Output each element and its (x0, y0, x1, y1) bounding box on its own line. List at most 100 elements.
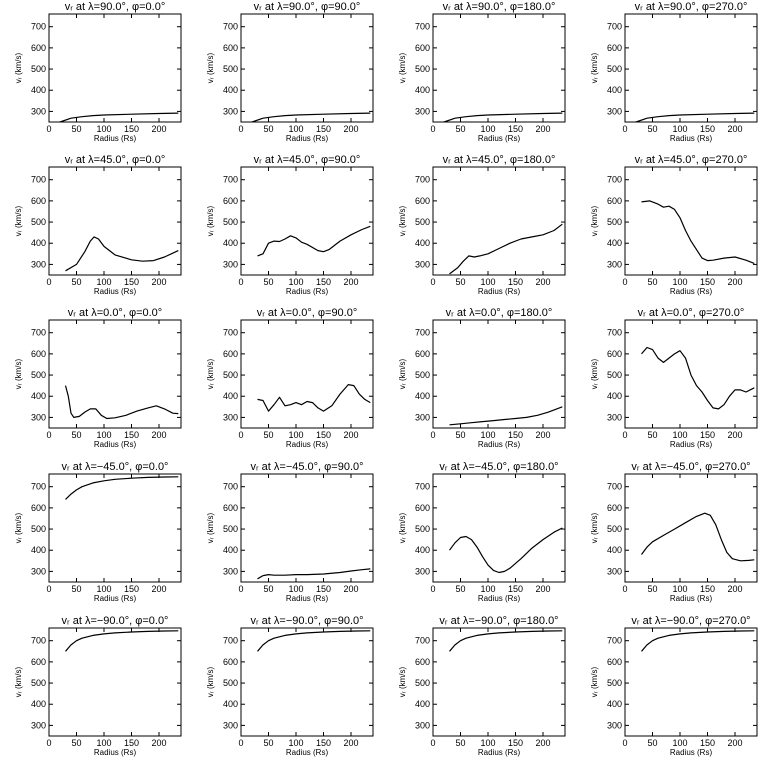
x-axis-label: Radius (Rs) (286, 748, 329, 757)
y-tick-label: 300 (223, 566, 238, 576)
panel-title: vᵣ at λ=−90.0°, φ=180.0° (439, 615, 558, 627)
y-axis-label: vᵣ (km/s) (14, 666, 23, 697)
y-tick-label: 400 (607, 85, 622, 95)
y-tick-label: 500 (223, 370, 238, 380)
x-axis-label: Radius (Rs) (286, 134, 329, 143)
y-tick-label: 700 (31, 175, 46, 185)
panel: vᵣ at λ=−90.0°, φ=180.0° 0 50 100 150 200 300 4… (398, 615, 566, 757)
y-tick-label: 500 (223, 524, 238, 534)
y-tick-label: 300 (415, 566, 430, 576)
y-tick-label: 600 (415, 657, 430, 667)
y-tick-label: 700 (31, 328, 46, 338)
y-tick-label: 500 (415, 524, 430, 534)
y-tick-label: 600 (31, 503, 46, 513)
x-tick-label: 150 (316, 738, 331, 748)
x-tick-label: 100 (672, 124, 687, 134)
panel-title: vᵣ at λ=−90.0°, φ=0.0° (62, 615, 169, 627)
y-tick-label: 300 (31, 106, 46, 116)
y-axis-label: vᵣ (km/s) (590, 52, 599, 83)
panel: vᵣ at λ=−90.0°, φ=90.0° 0 50 100 150 200 300 40… (206, 615, 374, 757)
panel: vᵣ at λ=−45.0°, φ=270.0° 0 50 100 150 200 300 4… (590, 461, 758, 603)
y-axis-label: vᵣ (km/s) (590, 666, 599, 697)
x-tick-label: 50 (71, 124, 81, 134)
x-tick-label: 100 (672, 738, 687, 748)
y-tick-label: 700 (415, 636, 430, 646)
x-tick-label: 150 (124, 277, 139, 287)
y-axis-label: vᵣ (km/s) (206, 666, 215, 697)
y-tick-label: 400 (415, 391, 430, 401)
panel: vᵣ at λ=45.0°, φ=270.0° 0 50 100 150 200 300 40… (590, 154, 758, 296)
x-tick-label: 200 (535, 277, 550, 287)
y-tick-label: 400 (415, 85, 430, 95)
x-tick-label: 50 (647, 277, 657, 287)
y-axis-label: vᵣ (km/s) (206, 512, 215, 543)
y-tick-label: 600 (223, 43, 238, 53)
x-tick-label: 100 (672, 430, 687, 440)
plot-frame (624, 627, 758, 737)
y-tick-label: 300 (607, 259, 622, 269)
x-tick-label: 200 (535, 738, 550, 748)
x-tick-label: 100 (288, 430, 303, 440)
x-tick-label: 50 (647, 124, 657, 134)
plot-frame (48, 473, 182, 583)
x-tick-label: 0 (46, 277, 51, 287)
y-tick-label: 400 (415, 699, 430, 709)
x-tick-label: 200 (343, 277, 358, 287)
series-line (443, 112, 563, 123)
y-tick-label: 700 (607, 482, 622, 492)
y-tick-label: 400 (607, 238, 622, 248)
x-axis-label: Radius (Rs) (670, 134, 713, 143)
x-tick-label: 200 (535, 584, 550, 594)
x-tick-label: 150 (316, 124, 331, 134)
y-tick-label: 700 (223, 22, 238, 32)
x-tick-label: 0 (430, 584, 435, 594)
x-tick-label: 200 (151, 277, 166, 287)
panel-title: vᵣ at λ=45.0°, φ=90.0° (254, 154, 361, 166)
panel: vᵣ at λ=90.0°, φ=0.0° 0 50 100 150 200 300 400 5… (14, 1, 182, 143)
x-tick-label: 0 (622, 738, 627, 748)
x-tick-label: 150 (316, 277, 331, 287)
y-tick-label: 700 (31, 636, 46, 646)
x-tick-label: 50 (263, 124, 273, 134)
panel-title: vᵣ at λ=45.0°, φ=0.0° (65, 154, 166, 166)
y-axis-label: vᵣ (km/s) (398, 52, 407, 83)
x-tick-label: 50 (455, 738, 465, 748)
y-tick-label: 700 (415, 482, 430, 492)
y-tick-label: 600 (415, 503, 430, 513)
y-tick-label: 600 (31, 349, 46, 359)
x-tick-label: 200 (343, 584, 358, 594)
plot-frame (432, 473, 566, 583)
y-tick-label: 500 (31, 217, 46, 227)
x-tick-label: 100 (480, 584, 495, 594)
plot-frame (240, 319, 374, 429)
y-tick-label: 700 (415, 175, 430, 185)
x-axis-label: Radius (Rs) (478, 748, 521, 757)
x-tick-label: 100 (96, 738, 111, 748)
y-axis-label: vᵣ (km/s) (398, 666, 407, 697)
y-tick-label: 700 (607, 175, 622, 185)
y-tick-label: 600 (415, 43, 430, 53)
x-tick-label: 100 (480, 430, 495, 440)
series-line (635, 112, 755, 123)
x-tick-label: 0 (430, 124, 435, 134)
x-tick-label: 0 (46, 738, 51, 748)
panel-title: vᵣ at λ=−90.0°, φ=270.0° (631, 615, 750, 627)
x-tick-label: 50 (647, 738, 657, 748)
x-tick-label: 100 (96, 584, 111, 594)
x-tick-label: 0 (238, 738, 243, 748)
x-tick-label: 100 (288, 124, 303, 134)
series-line (641, 346, 755, 410)
y-tick-label: 700 (415, 22, 430, 32)
panel: vᵣ at λ=−90.0°, φ=270.0° 0 50 100 150 200 300 4… (590, 615, 758, 757)
y-tick-label: 500 (223, 217, 238, 227)
panel: vᵣ at λ=45.0°, φ=0.0° 0 50 100 150 200 300 400 5… (14, 154, 182, 296)
x-tick-label: 0 (238, 277, 243, 287)
series-line (641, 200, 755, 264)
panel: vᵣ at λ=90.0°, φ=180.0° 0 50 100 150 200 300 40… (398, 1, 566, 143)
y-tick-label: 400 (223, 699, 238, 709)
x-tick-label: 0 (622, 277, 627, 287)
x-tick-label: 200 (535, 124, 550, 134)
x-tick-label: 150 (124, 124, 139, 134)
x-tick-label: 50 (263, 430, 273, 440)
